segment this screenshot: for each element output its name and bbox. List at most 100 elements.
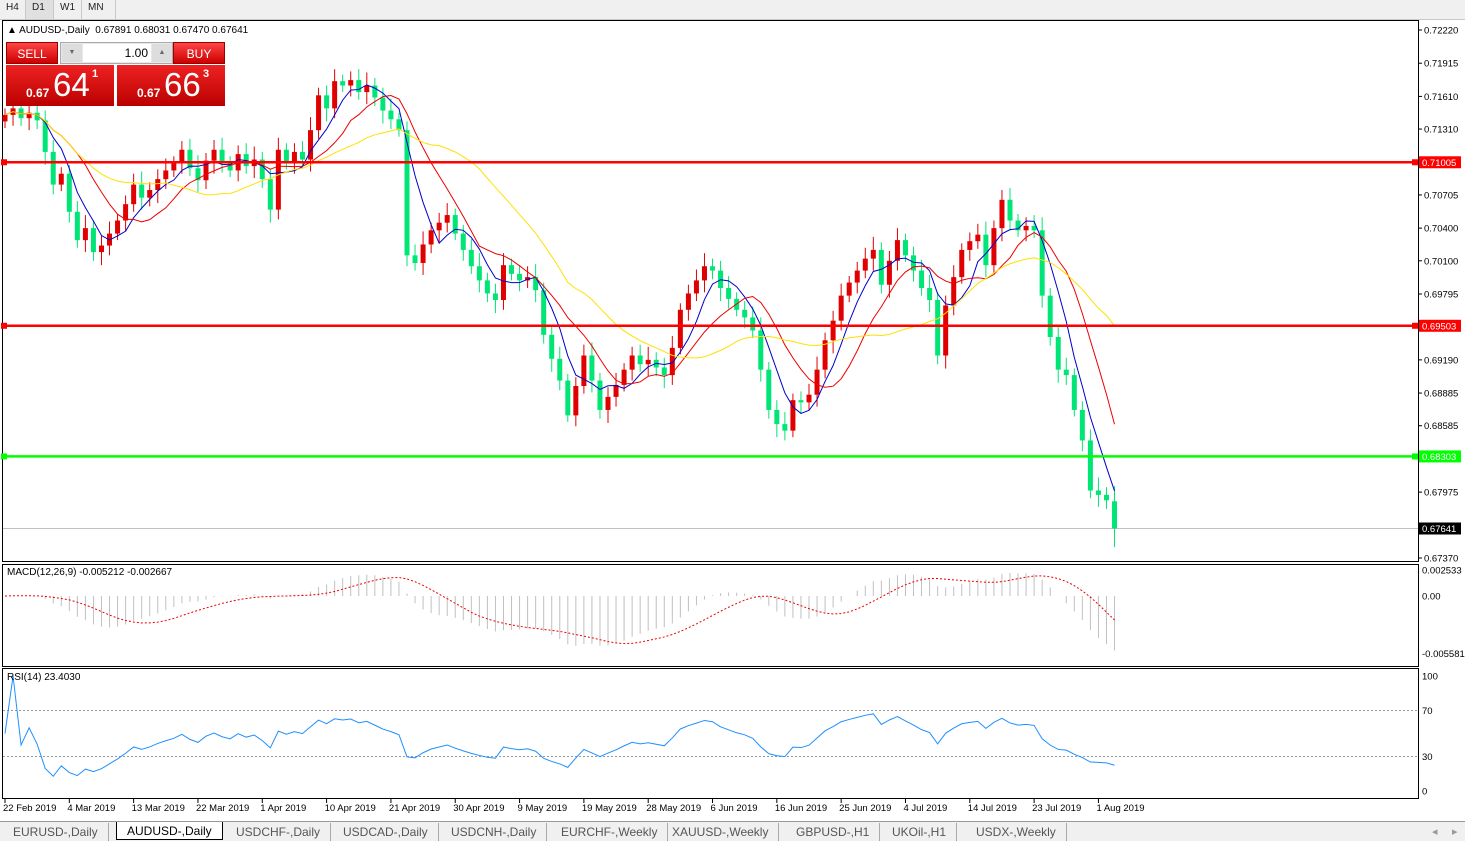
volume-decrease-icon[interactable]: ▼ — [62, 44, 82, 62]
timeframe-mn[interactable]: MN — [82, 0, 116, 19]
rsi-line — [4, 675, 1115, 778]
chart-tab[interactable]: USDCAD-,Daily — [333, 823, 439, 841]
candle-body — [291, 151, 297, 163]
candle-body — [388, 110, 394, 120]
timeframe-h4[interactable]: H4 — [0, 0, 26, 19]
candle-body — [967, 241, 973, 250]
candle-body — [420, 244, 426, 263]
candle-body — [484, 280, 490, 294]
macd-tick-label: -0.005581 — [1422, 649, 1465, 660]
candle-body — [661, 367, 667, 376]
buy-price[interactable]: 0.67 66 3 — [117, 65, 225, 106]
volume-stepper: ▼ ▲ — [60, 42, 173, 64]
time-tick-label: 1 Aug 2019 — [1096, 803, 1144, 814]
candle-body — [332, 81, 338, 109]
price-tick-label: 0.71915 — [1424, 59, 1458, 70]
tab-scroll-left-icon[interactable]: ◂ — [1432, 826, 1438, 838]
sell-price[interactable]: 0.67 64 1 — [6, 65, 114, 106]
buy-price-big: 66 — [164, 66, 201, 103]
candle-body — [1039, 230, 1045, 296]
candle-body — [187, 149, 193, 169]
candle-body — [886, 260, 892, 285]
price-tick-label: 0.71610 — [1424, 92, 1458, 103]
candle-body — [460, 233, 466, 250]
candle-body — [862, 258, 868, 271]
timeframe-d1[interactable]: D1 — [26, 0, 54, 19]
macd-label: MACD(12,26,9) -0.005212 -0.002667 — [7, 567, 173, 578]
candle-body — [404, 130, 410, 256]
time-tick-label: 22 Feb 2019 — [3, 803, 56, 814]
candle-body — [766, 369, 772, 410]
candle-body — [179, 149, 185, 163]
sell-price-prefix: 0.67 — [26, 86, 50, 100]
chart-tab[interactable]: USDCHF-,Daily — [226, 823, 331, 841]
candle-body — [227, 162, 233, 171]
volume-increase-icon[interactable]: ▲ — [152, 44, 172, 62]
candle-body — [597, 380, 603, 410]
time-tick-label: 14 Jul 2019 — [968, 803, 1017, 814]
time-tick-label: 21 Apr 2019 — [389, 803, 440, 814]
candle-body — [1015, 220, 1021, 231]
candle-body — [935, 299, 941, 356]
candle-body — [219, 149, 225, 163]
buy-price-prefix: 0.67 — [137, 86, 161, 100]
chart-tab[interactable]: USDX-,Weekly — [966, 823, 1067, 841]
tab-scroll-right-icon[interactable]: ▸ — [1452, 826, 1458, 838]
candle-body — [943, 305, 949, 356]
candle-body — [677, 309, 683, 348]
candle-body — [98, 245, 104, 253]
candle-body — [613, 384, 619, 397]
level-price-label: 0.68303 — [1422, 452, 1456, 463]
candle-body — [911, 255, 917, 271]
candle-body — [1071, 375, 1077, 410]
candle-body — [275, 149, 281, 210]
candle-body — [991, 228, 997, 266]
candle-body — [82, 228, 88, 241]
chart-tab[interactable]: AUDUSD-,Daily — [116, 822, 223, 840]
time-tick-label: 25 Jun 2019 — [839, 803, 891, 814]
candle-body — [517, 273, 523, 281]
candle-body — [324, 95, 330, 109]
macd-signal-line — [4, 575, 1115, 645]
level-handle — [1412, 322, 1418, 329]
candle-body — [380, 97, 386, 111]
chart-tab[interactable]: XAUUSD-,Weekly — [662, 823, 780, 841]
level-handle — [1, 453, 7, 460]
chart-tab[interactable]: UKOil-,H1 — [882, 823, 958, 841]
buy-button[interactable]: BUY — [173, 42, 225, 64]
candle-body — [581, 355, 587, 386]
candle-body — [710, 266, 716, 271]
candle-body — [902, 240, 908, 256]
volume-input[interactable] — [83, 44, 151, 62]
candle-body — [782, 424, 788, 431]
level-handle — [1412, 453, 1418, 460]
candle-body — [1055, 337, 1061, 370]
candle-body — [468, 249, 474, 267]
time-tick-label: 4 Jul 2019 — [903, 803, 947, 814]
candle-body — [115, 220, 121, 234]
collapse-arrow-icon[interactable]: ▲ — [7, 25, 17, 36]
time-tick-label: 9 May 2019 — [518, 803, 568, 814]
candle-body — [283, 149, 289, 163]
candle-body — [18, 108, 24, 119]
chart-tab[interactable]: GBPUSD-,H1 — [786, 823, 881, 841]
chart-header: ▲ AUDUSD-,Daily 0.67891 0.68031 0.67470 … — [7, 25, 248, 36]
candle-body — [428, 230, 434, 245]
chart-tab[interactable]: EURUSD-,Daily — [3, 823, 109, 841]
candle-body — [999, 199, 1005, 229]
sell-price-big: 64 — [53, 66, 90, 103]
time-tick-label: 6 Jun 2019 — [711, 803, 758, 814]
timeframe-toolbar: H4 D1 W1 MN — [0, 0, 1465, 20]
chart-tab[interactable]: USDCNH-,Daily — [441, 823, 548, 841]
candle-body — [356, 80, 362, 93]
candle-body — [701, 266, 707, 281]
candle-body — [500, 265, 506, 300]
candle-body — [525, 277, 531, 281]
candle-body — [1023, 225, 1029, 231]
chart-tab[interactable]: EURCHF-,Weekly — [551, 823, 669, 841]
sell-button[interactable]: SELL — [6, 42, 58, 64]
candle-body — [758, 330, 764, 370]
timeframe-w1[interactable]: W1 — [54, 0, 82, 19]
candle-body — [959, 249, 965, 278]
